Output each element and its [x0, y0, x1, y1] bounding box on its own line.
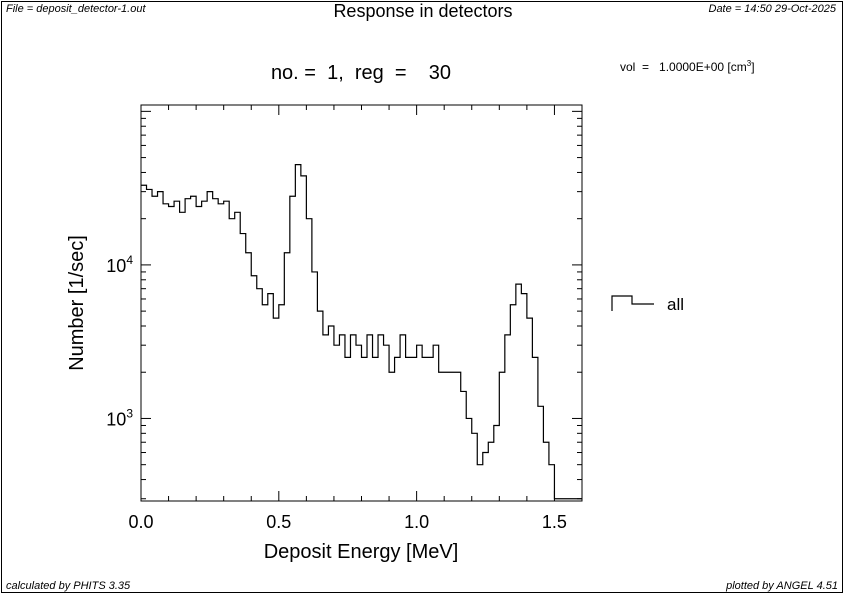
x-tick-label: 0.0 [128, 512, 153, 532]
series-all-line [141, 164, 582, 500]
chart-subtitle: no. = 1, reg = 30 [270, 62, 452, 84]
plot-area: 0.0 0.5 1.0 1.5 103 104 all [106, 105, 684, 532]
volume-close: ] [751, 60, 755, 74]
x-tick-label: 1.5 [542, 512, 567, 532]
footer-plotted-by: plotted by ANGEL 4.51 [726, 580, 838, 592]
legend-label-all: all [667, 295, 684, 314]
footer-calculated-by: calculated by PHITS 3.35 [6, 580, 131, 592]
y-tick-label: 103 [106, 406, 133, 429]
y-tick-label: 104 [106, 253, 133, 276]
volume-text: vol = 1.0000E+00 [cm [620, 60, 747, 74]
file-label: File = deposit_detector-1.out [6, 3, 146, 15]
plot-frame [140, 104, 583, 502]
x-tick-label: 0.5 [266, 512, 291, 532]
legend-swatch-all [611, 295, 654, 311]
volume-label: vol = 1.0000E+00 [cm3] [620, 59, 755, 74]
volume-unit-exponent: 3 [746, 59, 752, 68]
date-label: Date = 14:50 29-Oct-2025 [708, 3, 837, 15]
x-tick-label: 1.0 [404, 512, 429, 532]
chart-title: Response in detectors [333, 1, 513, 21]
x-axis-label: Deposit Energy [MeV] [264, 541, 459, 563]
y-axis-label: Number [1/sec] [66, 235, 88, 371]
